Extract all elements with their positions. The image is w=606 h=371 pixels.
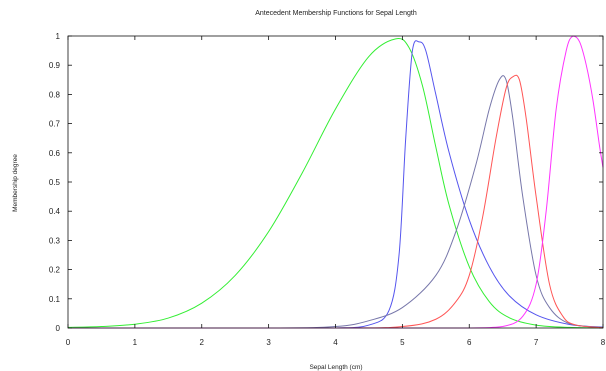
- x-tick-label: 7: [534, 338, 539, 347]
- series-line-1: [67, 38, 604, 329]
- x-tick-label: 1: [133, 338, 138, 347]
- x-tick-label: 8: [601, 338, 606, 347]
- x-tick-label: 5: [400, 338, 405, 347]
- tick-layer: 0 1 2 3 4 5 6 7 8 0 0.1 0.2 0.3 0.4 0.5 0.6 0.7 0.8 0.9 1: [49, 32, 606, 347]
- y-tick-label: 0.8: [49, 90, 61, 99]
- y-tick-label: 0.4: [49, 207, 61, 216]
- series-line-3: [68, 75, 604, 329]
- y-axis-label: Membership degree: [12, 154, 19, 212]
- y-tick-label: 0.6: [49, 149, 61, 158]
- plot-frame: [67, 35, 604, 329]
- y-tick-label: 0.5: [49, 178, 61, 187]
- x-tick-label: 4: [333, 338, 338, 347]
- series-layer: [67, 35, 604, 329]
- y-tick-label: 0.2: [49, 266, 61, 275]
- x-tick-label: 6: [467, 338, 472, 347]
- series-line-4: [68, 74, 604, 329]
- y-tick-label: 0: [56, 324, 61, 333]
- chart-title: Antecedent Membership Functions for Sepa…: [255, 10, 417, 17]
- x-axis-label: Sepal Length (cm): [309, 364, 362, 371]
- y-tick-label: 0.9: [49, 61, 61, 70]
- series-line-5: [68, 35, 604, 329]
- x-tick-label: 2: [200, 338, 205, 347]
- series-line-2: [68, 40, 604, 329]
- y-tick-label: 0.3: [49, 236, 61, 245]
- y-tick-label: 0.7: [49, 120, 61, 129]
- x-tick-label: 0: [66, 338, 71, 347]
- x-tick-label: 3: [266, 338, 271, 347]
- y-tick-label: 0.1: [49, 295, 61, 304]
- y-tick-label: 1: [56, 32, 61, 41]
